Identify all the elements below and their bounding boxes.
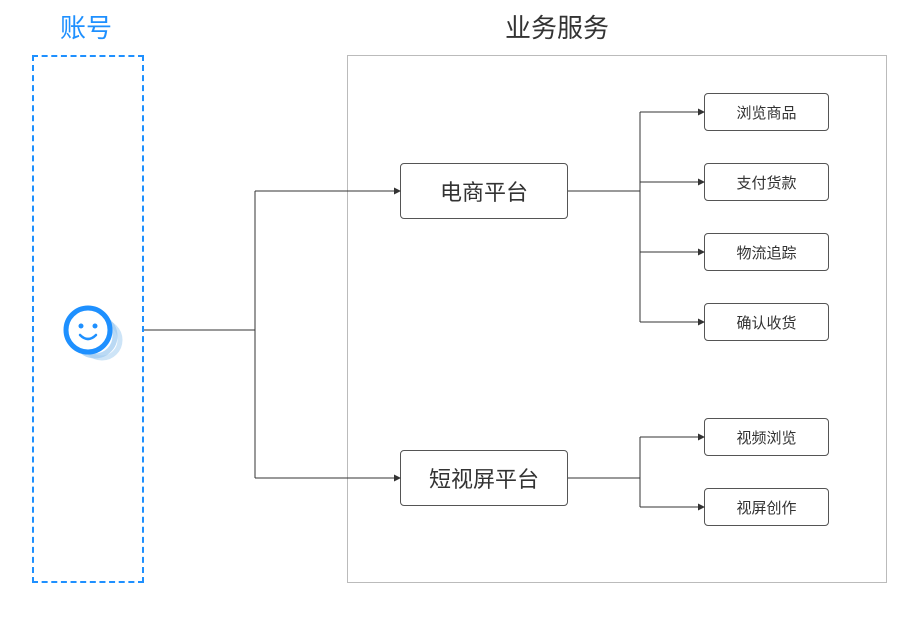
platform-label: 电商平台 — [440, 175, 528, 207]
action-label: 物流追踪 — [736, 242, 796, 263]
action-box: 支付货款 — [704, 163, 829, 201]
services-title: 业务服务 — [505, 8, 609, 45]
account-container — [32, 55, 144, 583]
action-label: 浏览商品 — [736, 102, 796, 123]
action-box: 视屏创作 — [704, 488, 829, 526]
platform-label: 短视屏平台 — [429, 462, 539, 494]
action-box: 视频浏览 — [704, 418, 829, 456]
action-box: 确认收货 — [704, 303, 829, 341]
platform-shortvideo: 短视屏平台 — [400, 450, 568, 506]
action-label: 支付货款 — [736, 172, 796, 193]
action-label: 确认收货 — [736, 312, 796, 333]
diagram-canvas: 账号 业务服务电商平台短视屏平台 浏览商品支付货款物流追踪确认收货视频浏览视屏创作 — [0, 0, 921, 630]
action-box: 物流追踪 — [704, 233, 829, 271]
action-box: 浏览商品 — [704, 93, 829, 131]
action-label: 视频浏览 — [736, 427, 796, 448]
action-label: 视屏创作 — [736, 497, 796, 518]
platform-ecommerce: 电商平台 — [400, 163, 568, 219]
account-title: 账号 — [60, 8, 112, 45]
